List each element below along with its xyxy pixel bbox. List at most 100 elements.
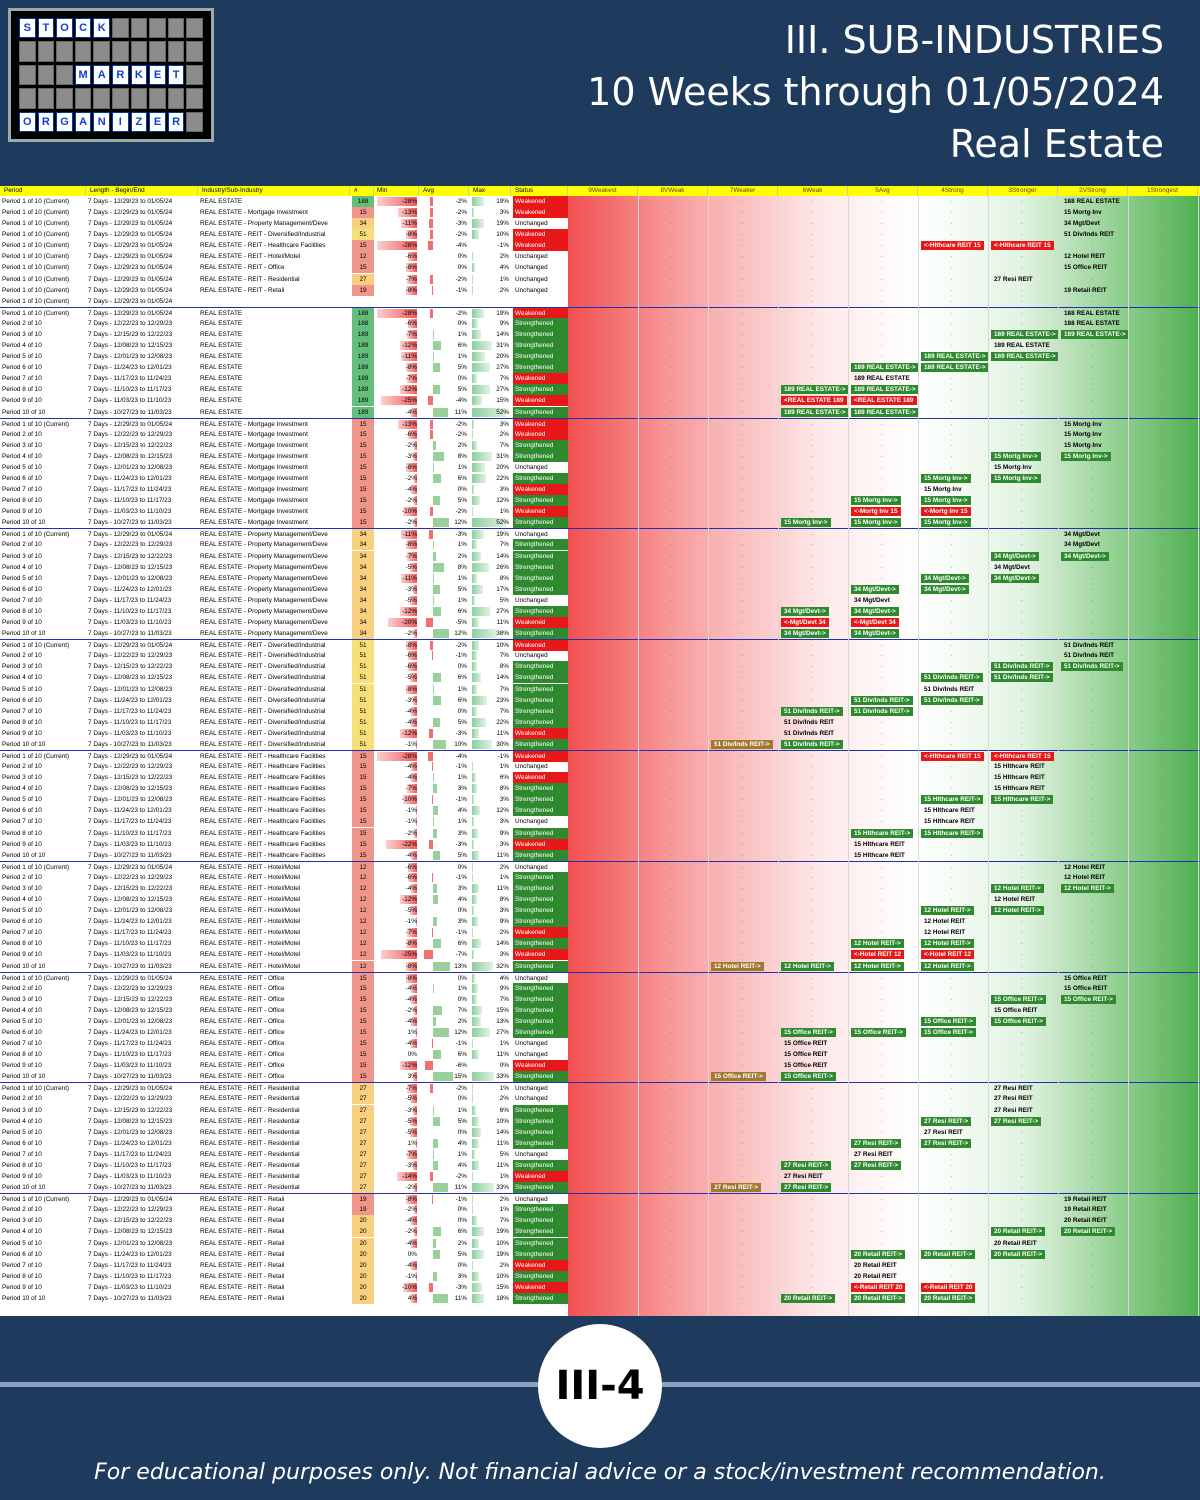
avg-cell: -7% bbox=[455, 951, 467, 959]
level-placeholder-dot: . bbox=[741, 1095, 743, 1102]
max-bar bbox=[472, 983, 478, 993]
min-bar bbox=[412, 451, 417, 461]
level-placeholder-dot: . bbox=[881, 1261, 883, 1268]
count-cell: 20 bbox=[352, 1259, 374, 1271]
column-header[interactable]: Status bbox=[513, 186, 568, 196]
min-cell: -1% bbox=[405, 918, 417, 926]
status-cell: Unchanged bbox=[515, 531, 548, 539]
column-header[interactable]: 6Weak bbox=[778, 186, 848, 196]
industry-cell bbox=[200, 296, 348, 307]
level-placeholder-dot: . bbox=[601, 475, 603, 481]
length-cell: 7 Days - 12/29/23 to 01/05/24 bbox=[88, 275, 173, 283]
level-placeholder-dot: . bbox=[671, 785, 673, 792]
industry-cell: REAL ESTATE - Property Management/Deve bbox=[200, 531, 328, 539]
logo-cell bbox=[167, 88, 185, 109]
level-placeholder-dot: . bbox=[1021, 275, 1023, 282]
min-cell: 1% bbox=[407, 1139, 417, 1147]
level-placeholder-dot: . bbox=[1091, 253, 1093, 260]
industry-cell: REAL ESTATE - REIT - Retail bbox=[200, 1217, 285, 1225]
level-placeholder-dot: . bbox=[601, 774, 603, 781]
level-placeholder-dot: . bbox=[951, 397, 953, 404]
max-bar bbox=[472, 518, 506, 528]
level-placeholder-dot: . bbox=[951, 286, 953, 293]
avg-cell: 8% bbox=[457, 563, 467, 571]
level-placeholder-dot: . bbox=[1021, 951, 1023, 958]
column-header[interactable]: Avg bbox=[421, 186, 469, 196]
level-placeholder-dot: . bbox=[1091, 231, 1093, 238]
industry-cell: REAL ESTATE - REIT - Office bbox=[200, 1062, 285, 1070]
count-cell: 27 bbox=[352, 273, 374, 285]
level-marker: 34 Mgt/Devt-> bbox=[851, 629, 899, 639]
level-placeholder-dot: . bbox=[1091, 896, 1093, 903]
column-header[interactable]: 8VWeak bbox=[638, 186, 708, 196]
level-marker: 51 Div/Inds REIT-> bbox=[711, 739, 773, 749]
period-cell: Period 2 of 10 bbox=[2, 1095, 42, 1103]
level-placeholder-dot: . bbox=[601, 1228, 603, 1235]
period-cell: Period 4 of 10 bbox=[2, 342, 42, 350]
level-placeholder-dot: . bbox=[1091, 1250, 1093, 1257]
table-row: Period 7 of 10 7 Days - 11/17/23 to 11/24… bbox=[0, 373, 1200, 385]
status-cell: Strengthened bbox=[513, 794, 568, 806]
status-cell: Strengthened bbox=[513, 738, 568, 750]
level-placeholder-dot: . bbox=[811, 497, 813, 504]
max-bar bbox=[472, 950, 474, 960]
level-placeholder-dot: . bbox=[1091, 796, 1093, 803]
length-cell: 7 Days - 10/27/23 to 11/03/23 bbox=[88, 408, 172, 416]
level-marker: 15 Hlthcare REIT bbox=[994, 774, 1045, 782]
max-cell: 22% bbox=[496, 475, 509, 482]
level-placeholder-dot: . bbox=[601, 309, 603, 316]
logo-cell bbox=[149, 18, 166, 39]
max-bar bbox=[472, 363, 490, 373]
industry-cell: REAL ESTATE - REIT - Office bbox=[200, 1029, 285, 1036]
level-placeholder-dot: . bbox=[601, 519, 603, 526]
level-placeholder-dot: . bbox=[671, 674, 673, 681]
table-row: Period 5 of 10 7 Days - 12/01/23 to 12/08… bbox=[0, 794, 1200, 806]
max-bar bbox=[472, 784, 478, 794]
column-header[interactable]: 5Avg bbox=[848, 186, 918, 196]
level-placeholder-dot: . bbox=[1091, 198, 1093, 204]
count-cell: 15 bbox=[352, 805, 374, 817]
column-header[interactable]: 9Weakest bbox=[568, 186, 638, 196]
length-cell: 7 Days - 12/15/23 to 12/22/23 bbox=[88, 1106, 173, 1114]
table-row: Period 7 of 10 7 Days - 11/17/23 to 11/24… bbox=[0, 594, 1200, 606]
length-cell: 7 Days - 10/27/23 to 11/03/23 bbox=[88, 630, 172, 638]
column-header[interactable]: Max bbox=[471, 186, 511, 196]
column-header[interactable]: # bbox=[352, 186, 374, 196]
count-cell: 15 bbox=[352, 838, 374, 850]
column-header[interactable]: 2VStrong bbox=[1058, 186, 1128, 196]
column-header[interactable]: Period bbox=[2, 186, 86, 196]
column-header[interactable]: 4Strong bbox=[918, 186, 988, 196]
level-placeholder-dot: . bbox=[951, 1085, 953, 1092]
level-placeholder-dot: . bbox=[671, 220, 673, 227]
industry-cell: REAL ESTATE - REIT - Healthcare Faciliti… bbox=[200, 785, 326, 793]
column-header[interactable]: 7Weaker bbox=[708, 186, 778, 196]
level-placeholder-dot: . bbox=[1161, 940, 1163, 947]
period-cell: Period 3 of 10 bbox=[2, 330, 42, 338]
max-cell: 31% bbox=[496, 452, 509, 460]
level-placeholder-dot: . bbox=[1021, 718, 1023, 725]
count-cell: 189 bbox=[352, 351, 374, 363]
status-cell: Weakened bbox=[513, 418, 568, 430]
level-placeholder-dot: . bbox=[671, 330, 673, 337]
column-header[interactable]: Min bbox=[375, 186, 419, 196]
avg-cell: 2% bbox=[457, 1017, 467, 1025]
level-placeholder-dot: . bbox=[951, 1196, 953, 1203]
level-placeholder-dot: . bbox=[1021, 253, 1023, 260]
industry-cell: REAL ESTATE - Property Management/Deve bbox=[200, 220, 328, 228]
level-placeholder-dot: . bbox=[601, 1161, 603, 1168]
column-header[interactable]: Length - Begin/End bbox=[88, 186, 198, 196]
column-header[interactable]: 3Stronger bbox=[988, 186, 1058, 196]
level-placeholder-dot: . bbox=[1091, 1117, 1093, 1124]
level-placeholder-dot: . bbox=[1021, 652, 1023, 659]
column-header[interactable]: 1Strongest bbox=[1128, 186, 1198, 196]
industry-cell: REAL ESTATE - REIT - Residential bbox=[200, 1106, 300, 1114]
table-row: Period 1 of 10 (Current) 7 Days - 12/29/2… bbox=[0, 417, 1200, 430]
table-row: Period 4 of 10 7 Days - 12/08/23 to 12/15… bbox=[0, 1226, 1200, 1238]
level-marker: 15 Mortg Inv-> bbox=[921, 496, 971, 506]
table-row: Period 9 of 10 7 Days - 11/03/23 to 11/10… bbox=[0, 1060, 1200, 1072]
level-placeholder-dot: . bbox=[1161, 596, 1163, 603]
max-cell: 5% bbox=[499, 596, 509, 604]
level-placeholder-dot: . bbox=[1161, 531, 1163, 538]
level-placeholder-dot: . bbox=[601, 807, 603, 814]
column-header[interactable]: Industry/Sub-Industry bbox=[200, 186, 350, 196]
